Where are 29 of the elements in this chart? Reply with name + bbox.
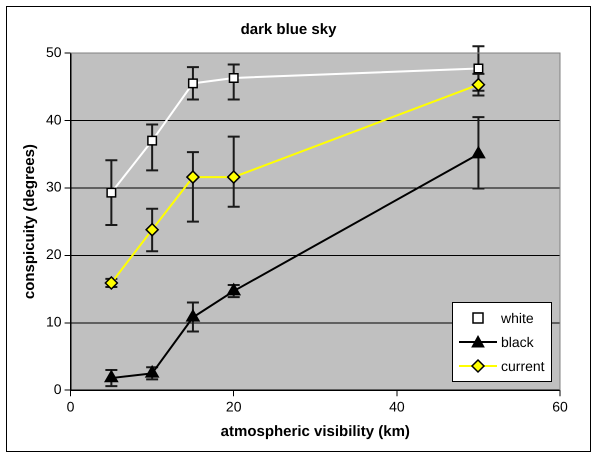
- legend-label: black: [501, 334, 534, 350]
- x-tick-label: 40: [389, 398, 405, 414]
- point: [188, 78, 198, 88]
- y-tick-label: 50: [46, 44, 62, 60]
- point: [226, 170, 240, 184]
- y-axis-title: conspicuity (degrees): [21, 144, 38, 300]
- point: [106, 188, 116, 198]
- point: [186, 310, 200, 322]
- point: [473, 64, 484, 74]
- point: [472, 78, 486, 92]
- point: [226, 283, 241, 296]
- point: [104, 370, 118, 382]
- legend-label: white: [501, 310, 534, 326]
- point: [145, 222, 159, 236]
- y-tick-label: 0: [54, 381, 62, 398]
- y-tick-label: 40: [46, 111, 62, 128]
- x-tick-label: 60: [552, 398, 568, 414]
- x-tick-label: 20: [226, 398, 242, 414]
- point: [147, 136, 158, 146]
- point: [228, 72, 239, 83]
- point: [145, 366, 159, 378]
- legend-label: current: [501, 358, 545, 374]
- x-axis-title: atmospheric visibility (km): [220, 423, 410, 440]
- x-tick-label: 0: [66, 398, 75, 414]
- y-tick-label: 10: [46, 314, 62, 330]
- chart-title: dark blue sky: [240, 21, 338, 38]
- point: [186, 170, 200, 184]
- y-tick-label: 30: [46, 178, 62, 195]
- y-tick-label: 20: [46, 246, 62, 262]
